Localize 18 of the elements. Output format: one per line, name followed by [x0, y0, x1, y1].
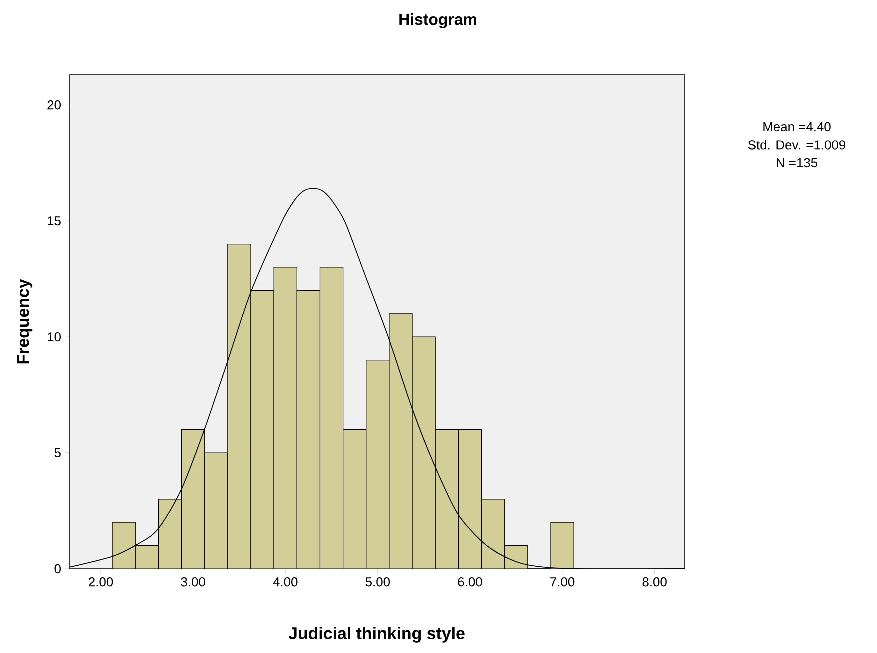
x-tick-label: 7.00 [550, 578, 575, 587]
y-tick-label: 15 [48, 216, 61, 226]
x-tick-label: 4.00 [273, 578, 298, 587]
text: Mean =4.40 [764, 122, 831, 132]
text: Std. Dev. =1.009 [748, 140, 846, 150]
x-tick-label: 2.00 [89, 578, 114, 587]
chart-title: Histogram [400, 14, 476, 28]
x-tick-label: 6.00 [458, 578, 482, 587]
y-tick-label: 5 [54, 448, 61, 458]
x-axis-title: Judicial thinking style [288, 627, 465, 643]
x-tick-label: 3.00 [181, 578, 206, 587]
y-tick-label: 0 [54, 564, 61, 574]
y-tick-label: 10 [48, 332, 61, 342]
y-axis-title: Frequency [17, 279, 33, 364]
x-tick-label: 5.00 [366, 578, 390, 587]
text: N =135 [777, 158, 818, 168]
x-tick-label: 8.00 [642, 578, 667, 587]
y-tick-label: 20 [48, 100, 61, 110]
